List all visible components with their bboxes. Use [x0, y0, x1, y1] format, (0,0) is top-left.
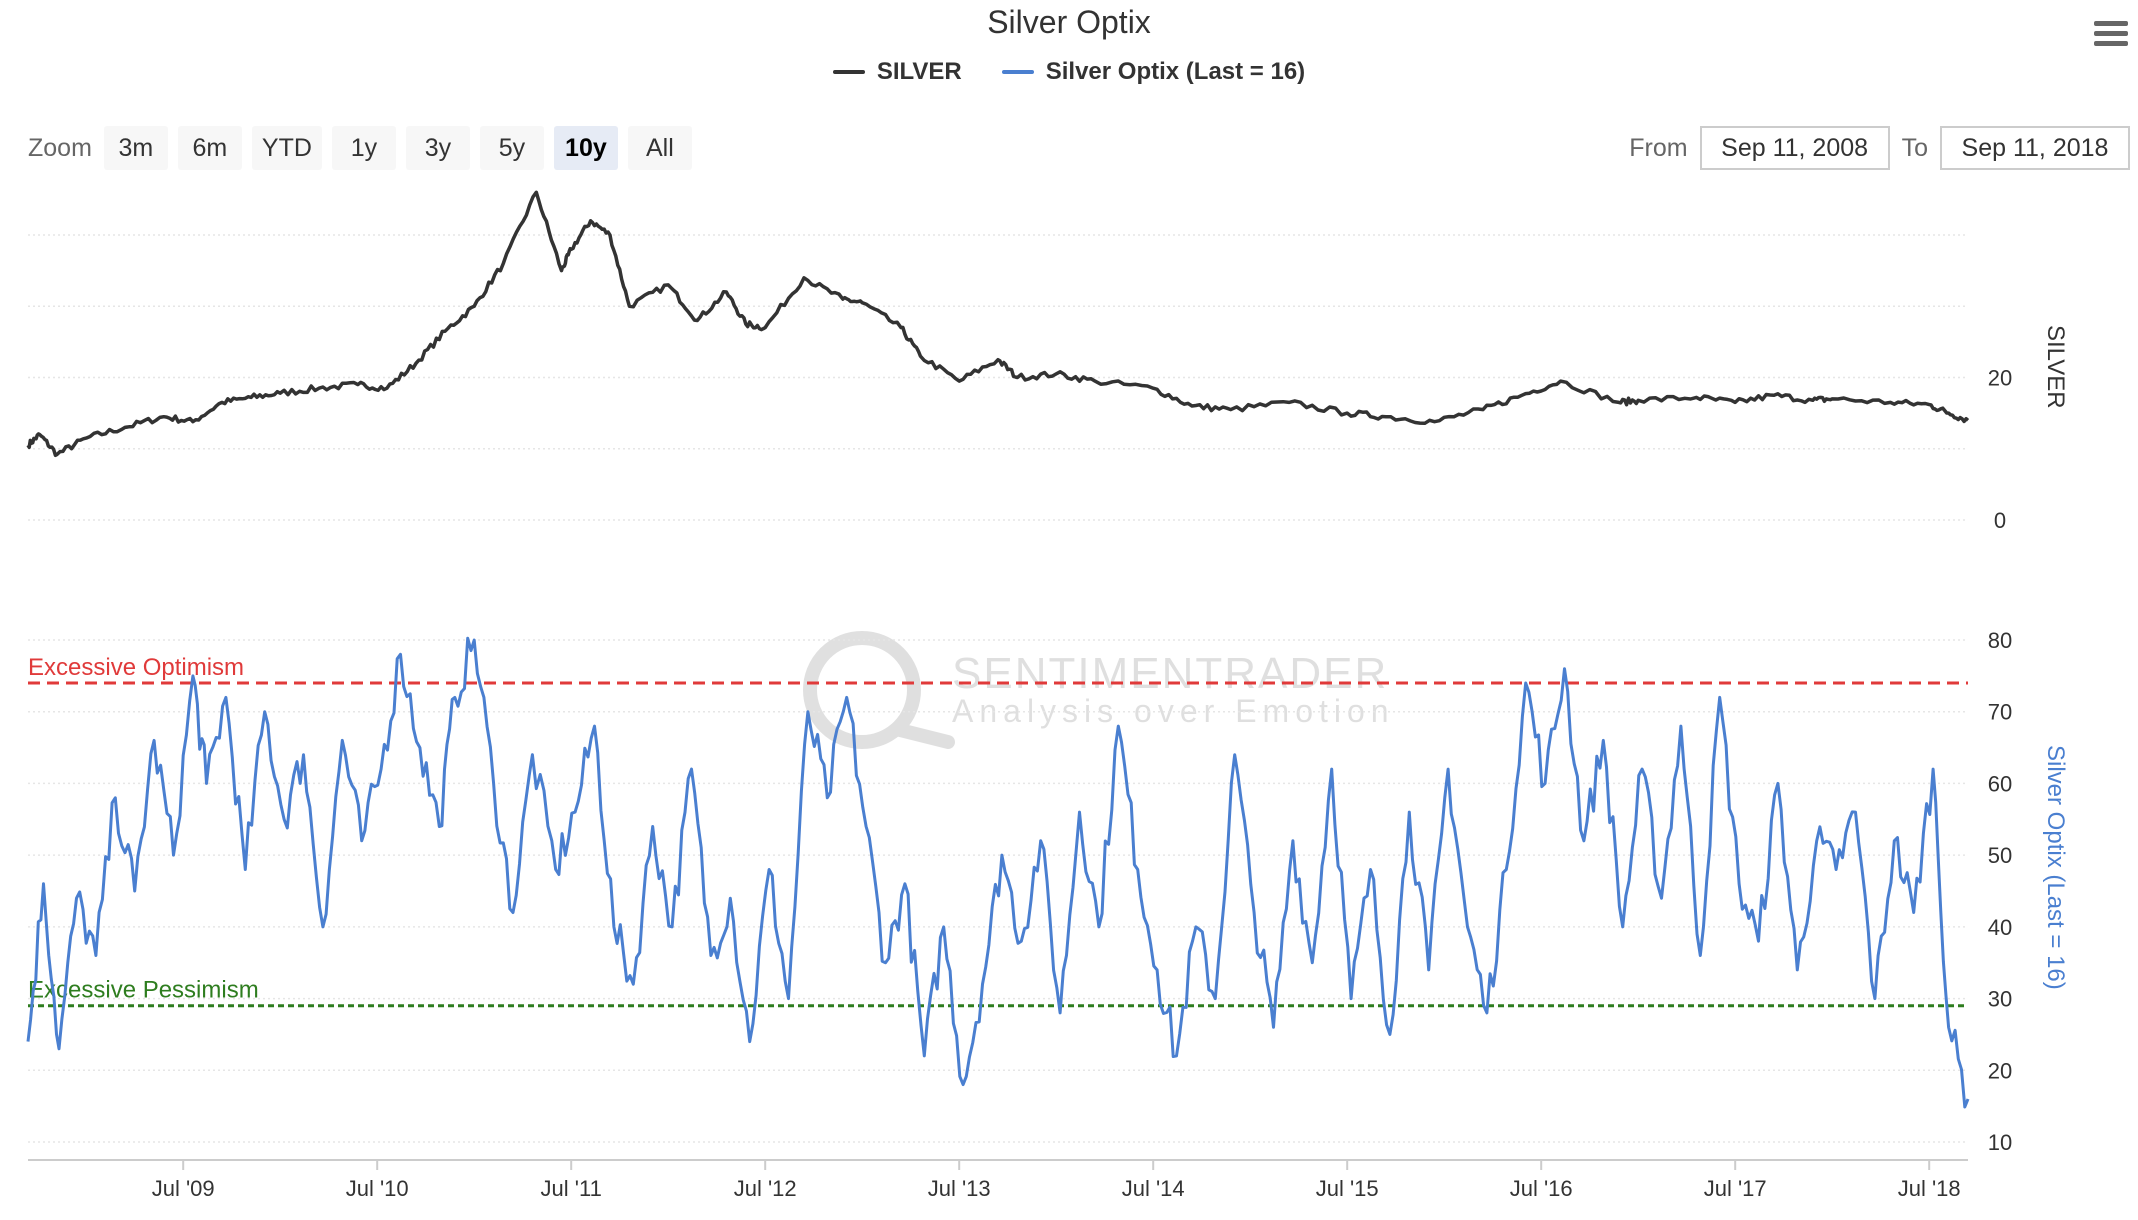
optix-grid [28, 639, 1968, 1143]
legend-swatch-silver [832, 70, 865, 74]
optix-y-tick-label: 50 [1988, 843, 2012, 868]
optix-series-line [26, 636, 1970, 1109]
optix-axis-title: Silver Optix (Last = 16) [2042, 745, 2069, 990]
zoom-all-button[interactable]: All [627, 126, 692, 170]
to-label: To [1901, 133, 1928, 162]
legend-item-optix[interactable]: Silver Optix (Last = 16) [1001, 58, 1306, 86]
zoom-3m-button[interactable]: 3m [103, 126, 168, 170]
optix-y-axis: 10 20 30 40 50 60 70 80 [1988, 628, 2012, 1155]
optix-y-tick-label: 70 [1988, 700, 2012, 725]
watermark-logo-icon [803, 631, 921, 749]
optix-y-tick-label: 40 [1988, 915, 2012, 940]
zoom-6m-button[interactable]: 6m [177, 126, 242, 170]
zoom-1y-button[interactable]: 1y [331, 126, 396, 170]
x-tick-label: Jul '14 [1122, 1176, 1185, 1201]
optix-y-tick-label: 10 [1988, 1130, 2012, 1155]
optix-y-tick-label: 20 [1988, 1058, 2012, 1083]
legend-item-silver[interactable]: SILVER [832, 58, 962, 86]
x-tick-label: Jul '17 [1704, 1176, 1767, 1201]
x-tick-label: Jul '15 [1316, 1176, 1379, 1201]
silver-grid [28, 234, 1968, 521]
x-tick-label: Jul '13 [928, 1176, 991, 1201]
zoom-ytd-button[interactable]: YTD [251, 126, 322, 170]
hamburger-menu-icon[interactable] [2094, 16, 2128, 50]
x-tick-label: Jul '16 [1510, 1176, 1573, 1201]
x-axis: Jul '09 Jul '10 Jul '11 Jul '12 Jul '13 Jul '… [152, 1160, 1961, 1201]
zoom-bar: Zoom 3m 6m YTD 1y 3y 5y 10y All [28, 126, 692, 170]
silver-y-tick-label: 0 [1994, 508, 2006, 533]
zoom-label: Zoom [28, 133, 92, 162]
silver-y-axis: 0 20 [1988, 366, 2012, 534]
silver-y-tick-label: 20 [1988, 366, 2012, 391]
legend-label-optix: Silver Optix (Last = 16) [1045, 58, 1306, 85]
from-label: From [1629, 133, 1688, 162]
x-tick-label: Jul '18 [1898, 1176, 1961, 1201]
x-tick-label: Jul '12 [734, 1176, 797, 1201]
watermark: SENTIMENTRADER Analysis over Emotion [803, 631, 1389, 749]
date-range: From To [1629, 126, 2130, 170]
from-date-input[interactable] [1699, 126, 1890, 170]
to-date-input[interactable] [1940, 126, 2130, 170]
zoom-5y-button[interactable]: 5y [479, 126, 544, 170]
optix-y-tick-label: 80 [1988, 628, 2012, 653]
legend-label-silver: SILVER [876, 58, 962, 85]
x-tick-label: Jul '11 [541, 1176, 602, 1201]
optix-y-tick-label: 60 [1988, 771, 2012, 796]
legend-swatch-optix [1001, 70, 1034, 74]
silver-series-line [26, 190, 1970, 458]
watermark-line1: SENTIMENTRADER [952, 649, 1388, 698]
zoom-10y-button[interactable]: 10y [553, 126, 618, 170]
silver-axis-title: SILVER [2042, 325, 2069, 409]
optix-y-tick-label: 30 [1988, 987, 2012, 1012]
watermark-handle [893, 723, 955, 749]
excessive-pessimism-label: Excessive Pessimism [28, 977, 259, 1004]
excessive-optimism-label: Excessive Optimism [28, 654, 244, 681]
x-tick-label: Jul '09 [152, 1176, 215, 1201]
chart-title: Silver Optix [987, 4, 1151, 40]
zoom-3y-button[interactable]: 3y [405, 126, 470, 170]
legend: SILVER Silver Optix (Last = 16) [0, 58, 2138, 86]
x-tick-label: Jul '10 [346, 1176, 409, 1201]
